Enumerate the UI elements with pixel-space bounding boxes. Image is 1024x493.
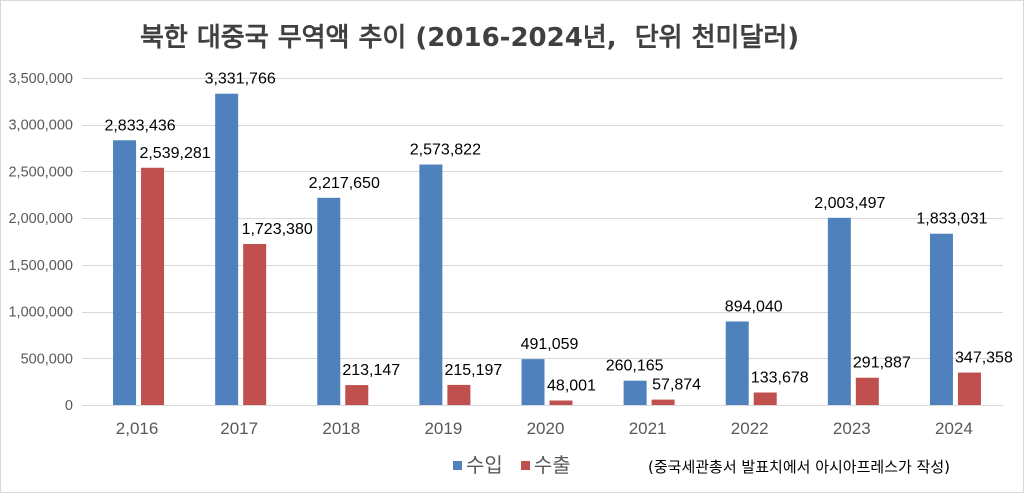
x-tick-label: 2019 (424, 419, 462, 438)
y-tick-label: 1,000,000 (8, 305, 73, 321)
import-value-label-2019: 2,573,822 (410, 142, 481, 159)
x-tick-label: 2020 (527, 419, 565, 438)
import-bar-2023 (827, 217, 851, 405)
import-bar-2021 (623, 380, 647, 405)
export-bar-2021 (651, 399, 675, 405)
import-legend-swatch (453, 460, 462, 470)
y-tick-label: 1,500,000 (8, 258, 73, 274)
export-value-label-2017: 1,723,380 (242, 221, 313, 238)
y-axis-tick-labels: 0 500,000 1,000,000 1,500,000 2,000,000 2,500… (8, 71, 73, 414)
import-bar-2018 (317, 197, 341, 405)
import-bar-2019 (419, 164, 443, 405)
legend-item-import: 수입 (453, 453, 503, 477)
x-tick-label: 2018 (322, 419, 360, 438)
import-bar-2022 (725, 321, 749, 405)
export-bar-2017 (243, 243, 267, 405)
data-labels: 2,833,436 3,331,766 2,217,650 2,573,822 491,… (104, 71, 1012, 395)
legend-item-export: 수출 (520, 453, 571, 477)
y-tick-label: 2,000,000 (8, 211, 73, 227)
export-legend-swatch (520, 460, 530, 470)
legend: 수입 수출 (453, 453, 589, 477)
export-value-label-2024: 347,358 (955, 350, 1013, 367)
import-value-label-2018: 2,217,650 (309, 175, 380, 192)
x-tick-label: 2,016 (116, 419, 159, 438)
export-bar-2016 (141, 167, 165, 405)
x-axis-tick-labels: 2,016 2017 2018 2019 2020 2021 2022 2023 2024 (116, 419, 973, 438)
y-tick-label: 500,000 (21, 351, 73, 367)
x-tick-label: 2024 (935, 419, 973, 438)
source-note: (중국세관총서 발표치에서 아시아프레스가 작성) (648, 458, 951, 476)
import-value-label-2024: 1,833,031 (916, 211, 987, 228)
import-value-label-2021: 260,165 (606, 358, 664, 375)
export-value-label-2020: 48,001 (547, 378, 596, 395)
import-value-label-2022: 894,040 (725, 298, 783, 315)
export-bar-2023 (855, 377, 879, 405)
y-tick-label: 3,000,000 (8, 118, 73, 134)
x-tick-label: 2017 (220, 419, 258, 438)
export-bar-2022 (753, 392, 777, 405)
export-value-label-2022: 133,678 (751, 370, 809, 387)
y-tick-label: 0 (65, 398, 73, 414)
export-value-label-2021: 57,874 (652, 377, 701, 394)
export-bar-2018 (345, 385, 369, 405)
import-bar-2024 (929, 233, 953, 405)
x-tick-label: 2021 (629, 419, 667, 438)
export-legend-label: 수출 (533, 453, 571, 477)
export-value-label-2019: 215,197 (444, 362, 502, 379)
chart-title: 북한 대중국 무역액 추이 (2016-2024년, 단위 천미달러) (140, 23, 800, 53)
import-value-label-2016: 2,833,436 (104, 117, 175, 134)
x-tick-label: 2022 (731, 419, 769, 438)
bars (113, 93, 981, 405)
y-tick-label: 3,500,000 (8, 71, 73, 87)
x-tick-label: 2023 (833, 419, 871, 438)
import-bar-2020 (521, 359, 545, 405)
import-bar-2017 (215, 93, 239, 405)
export-value-label-2016: 2,539,281 (139, 145, 210, 162)
export-value-label-2023: 291,887 (853, 355, 911, 372)
export-bar-2024 (957, 372, 981, 405)
import-legend-label: 수입 (466, 453, 503, 477)
export-value-label-2018: 213,147 (342, 362, 400, 379)
export-bar-2020 (549, 400, 573, 405)
import-value-label-2020: 491,059 (521, 336, 579, 353)
export-bar-2019 (447, 384, 471, 405)
import-value-label-2023: 2,003,497 (814, 195, 885, 212)
import-value-label-2017: 3,331,766 (205, 71, 276, 88)
y-tick-label: 2,500,000 (8, 164, 73, 180)
import-bar-2016 (113, 140, 137, 405)
